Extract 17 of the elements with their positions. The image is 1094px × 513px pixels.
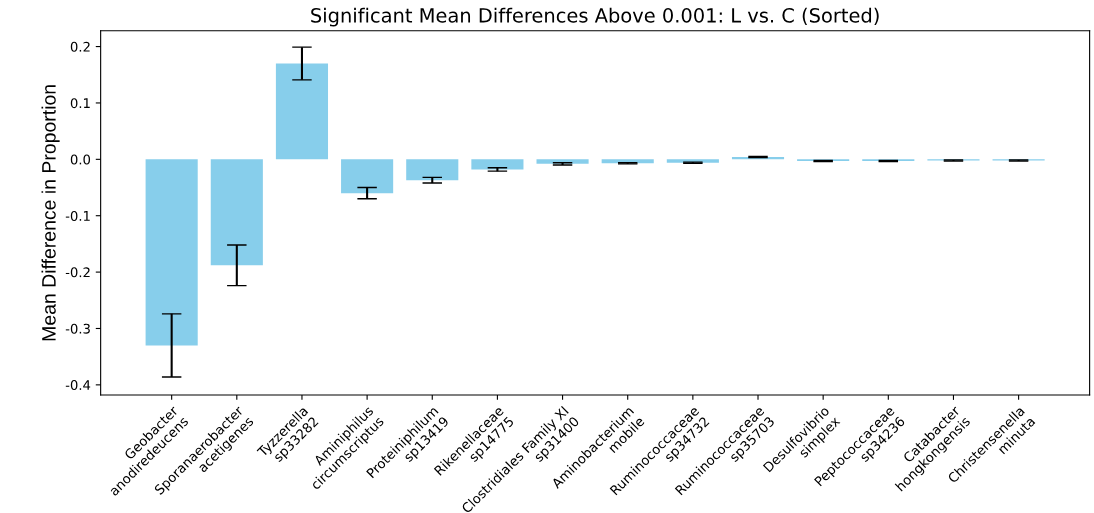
y-tick-label: -0.4	[65, 380, 91, 391]
bar	[471, 159, 524, 170]
y-tick-label: -0.3	[65, 323, 90, 334]
y-tick-label: -0.1	[65, 210, 90, 221]
bar	[145, 159, 198, 346]
y-tick-label: 0.0	[70, 154, 91, 165]
bar	[406, 159, 459, 181]
bar	[536, 159, 589, 164]
bar	[210, 159, 263, 266]
y-tick-label: 0.1	[70, 98, 90, 109]
bar	[275, 63, 329, 160]
y-tick-label: -0.2	[65, 267, 90, 278]
bar	[601, 159, 654, 164]
bar	[341, 159, 394, 194]
y-axis-title: Mean Difference in Proportion	[41, 85, 60, 341]
y-tick-label: 0.2	[70, 41, 90, 52]
chart-title: Significant Mean Differences Above 0.001: L vs. C (Sorted)	[311, 7, 879, 27]
